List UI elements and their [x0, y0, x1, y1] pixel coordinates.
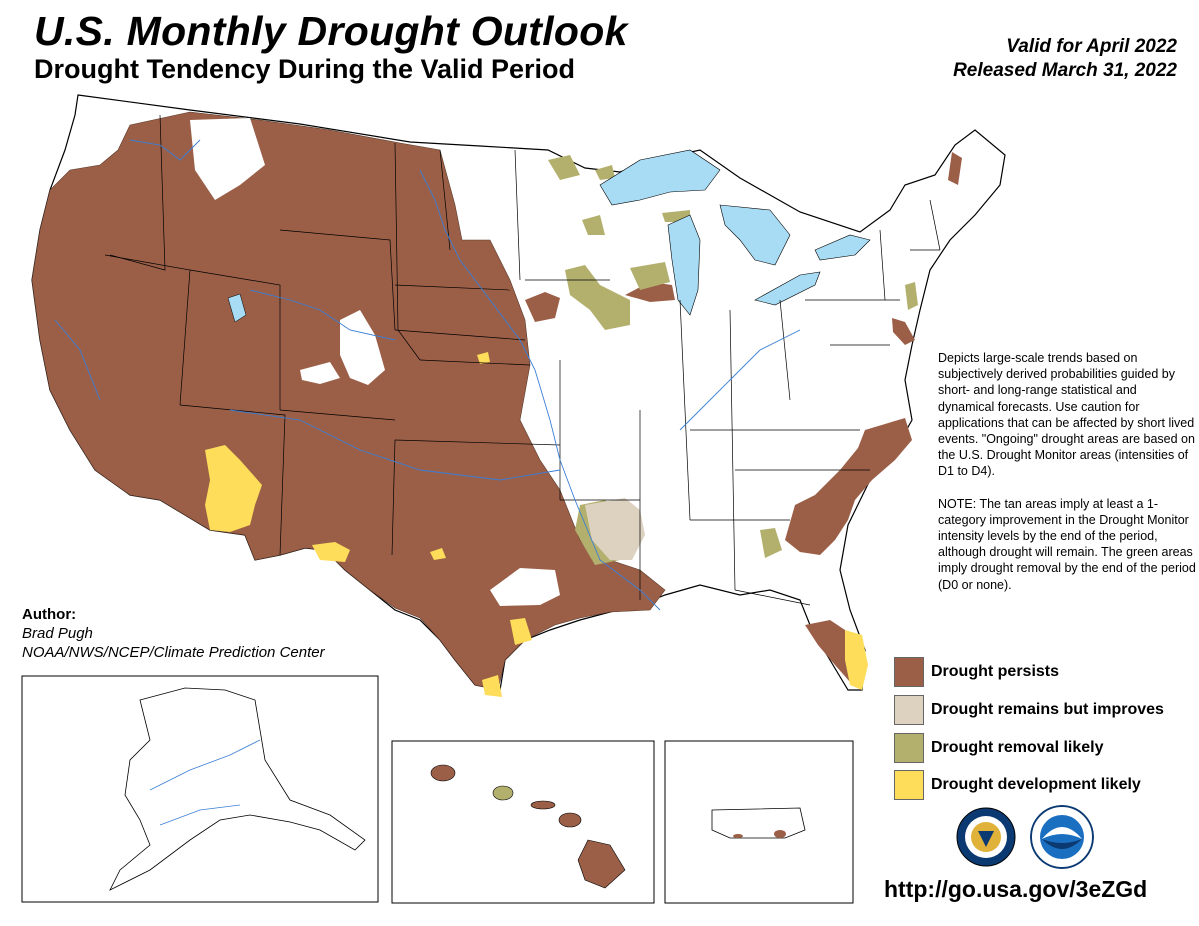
puerto-rico-drought-west [733, 834, 743, 838]
legend-item-removal: Drought removal likely [894, 733, 1194, 763]
great-salt-lake [227, 293, 247, 323]
legend-item-persists: Drought persists [894, 657, 1194, 687]
noaa-logo [1030, 805, 1094, 869]
legend-swatch-development [894, 770, 924, 800]
drought-development-nm [312, 542, 350, 562]
no-drought-idaho [190, 118, 265, 200]
legend-label: Drought persists [931, 663, 1060, 680]
description: Depicts large-scale trends based on subj… [938, 350, 1196, 609]
legend-item-development: Drought development likely [894, 770, 1194, 800]
legend-item-improves: Drought remains but improves [894, 695, 1194, 725]
hawaii-molokai [530, 800, 556, 810]
puerto-rico-land [711, 807, 806, 839]
hawaii-big-island [577, 839, 626, 889]
drought-improves-arkansas [585, 498, 645, 560]
drought-persists-florida [805, 620, 855, 682]
note-paragraph: NOTE: The tan areas imply at least a 1-c… [938, 496, 1196, 592]
outlook-url[interactable]: http://go.usa.gov/3eZGd [884, 876, 1148, 902]
drought-development-kansas [477, 352, 490, 364]
description-paragraph: Depicts large-scale trends based on subj… [938, 351, 1195, 479]
drought-development-coast [510, 618, 532, 645]
no-drought-texas [490, 568, 560, 606]
author-org: NOAA/NWS/NCEP/Climate Prediction Center [22, 644, 325, 661]
released-date: Released March 31, 2022 [953, 60, 1177, 81]
hawaii-maui [558, 812, 582, 828]
drought-removal-indiana [630, 262, 670, 290]
alaska-rivers [149, 739, 261, 826]
author-name: Brad Pugh [22, 625, 93, 642]
legend-swatch-persists [894, 657, 924, 687]
drought-removal-georgia [760, 528, 782, 558]
legend-swatch-removal [894, 733, 924, 763]
author-block: Author: Brad Pugh NOAA/NWS/NCEP/Climate … [22, 605, 325, 662]
drought-development-south-tx [482, 675, 502, 697]
page-title: U.S. Monthly Drought Outlook [34, 8, 628, 54]
rivers [54, 139, 801, 611]
nws-logo [956, 807, 1016, 867]
drought-persists-carolinas [785, 418, 912, 555]
page-subtitle: Drought Tendency During the Valid Period [34, 54, 576, 84]
legend-swatch-improves [894, 695, 924, 725]
drought-development-florida [845, 630, 868, 690]
no-drought-colorado [340, 310, 385, 385]
hawaii-oahu [492, 785, 514, 801]
drought-removal-minnesota [548, 155, 580, 180]
lake-erie [754, 271, 821, 306]
drought-persists-iowa [525, 292, 560, 322]
drought-persists-delmarva [892, 318, 915, 345]
legend-label: Drought development likely [931, 776, 1141, 793]
drought-development-texas [430, 548, 446, 560]
drought-removal-wisconsin [582, 215, 605, 235]
drought-persists-illinois [625, 282, 675, 302]
drought-removal-illinois [565, 265, 630, 330]
drought-persists-west [31, 111, 666, 691]
no-drought-utah [300, 362, 340, 384]
drought-removal-virginia [905, 282, 918, 310]
hawaii-kauai [430, 764, 456, 782]
lake-ontario [814, 234, 871, 261]
author-label: Author: [22, 606, 77, 623]
drought-removal-ny [595, 165, 615, 180]
alaska-land [109, 687, 366, 891]
puerto-rico-drought [774, 830, 786, 838]
state-boundaries [104, 114, 941, 606]
lake-huron [719, 204, 791, 266]
valid-date: Valid for April 2022 [1006, 36, 1177, 57]
lake-superior [599, 149, 721, 206]
drought-development-arizona [205, 445, 262, 532]
legend-label: Drought remains but improves [931, 701, 1164, 718]
lake-michigan [667, 214, 701, 316]
drought-persists-maine [948, 152, 962, 185]
legend-label: Drought removal likely [931, 739, 1104, 756]
